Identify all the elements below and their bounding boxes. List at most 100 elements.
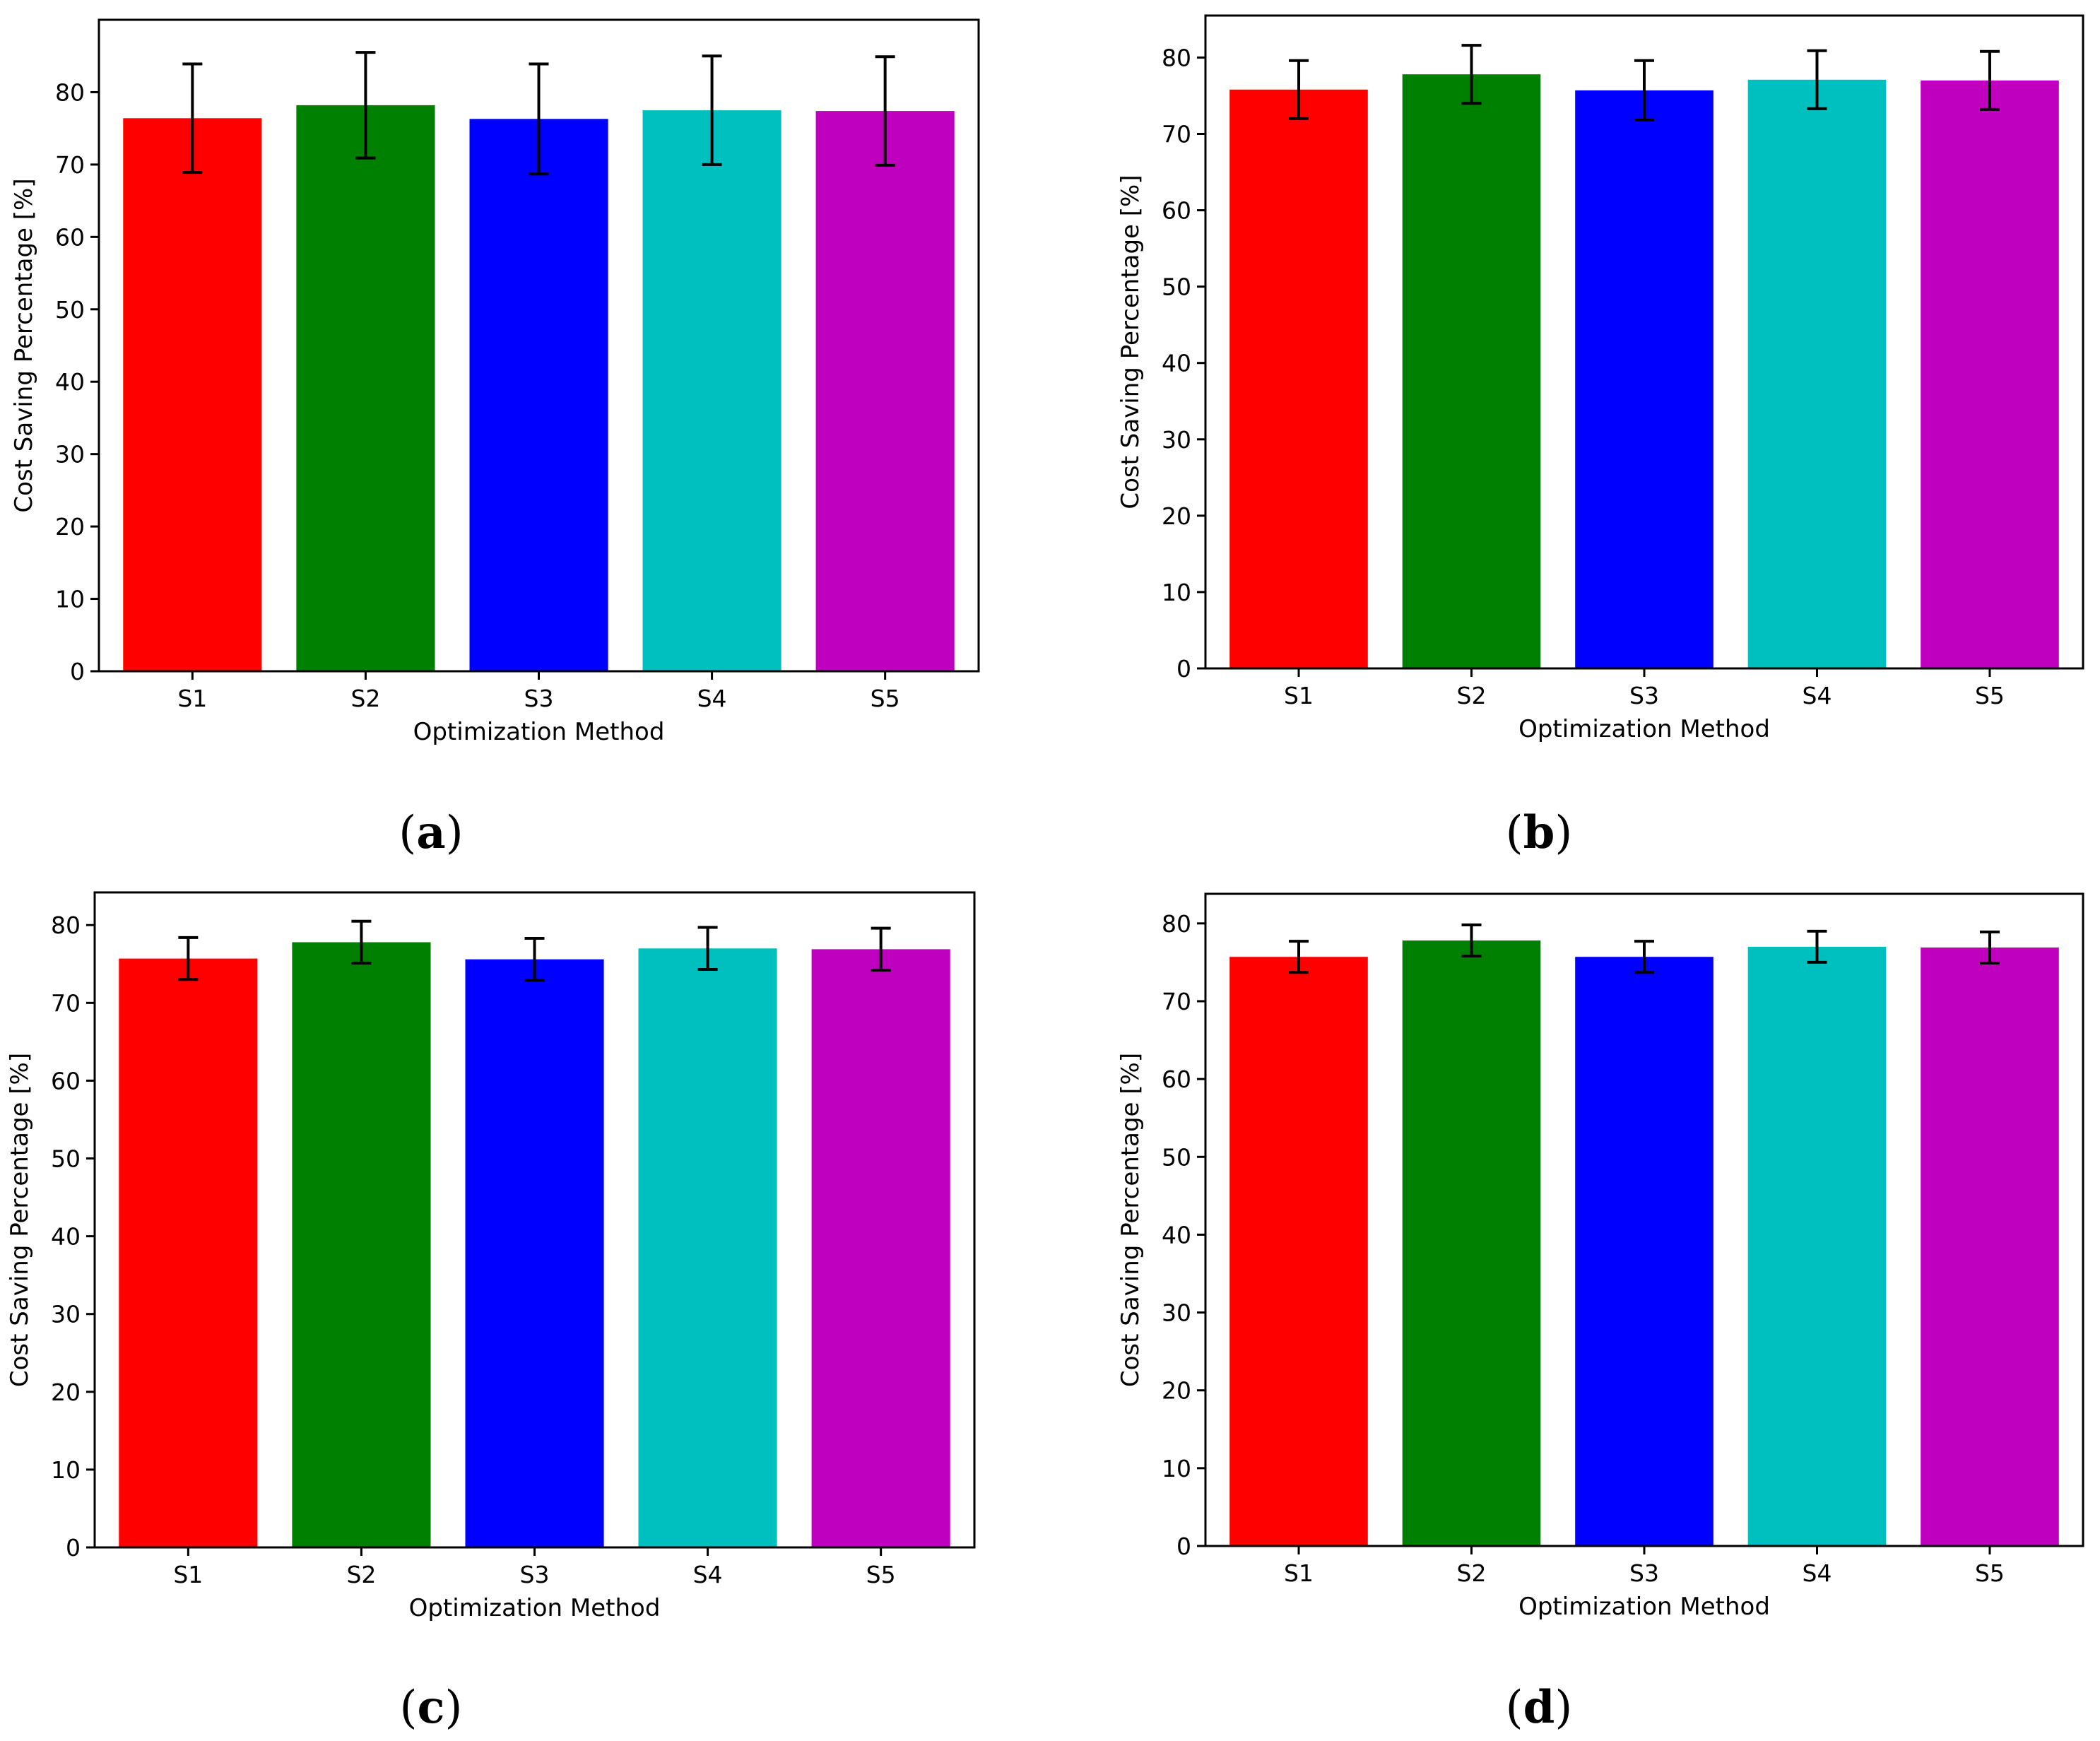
bar-s3 [469, 119, 608, 672]
y-tick-label: 40 [1162, 1221, 1191, 1249]
x-axis-label: Optimization Method [1518, 715, 1770, 743]
y-tick-label: 80 [55, 78, 85, 106]
bar-s1 [119, 958, 258, 1547]
y-tick-label: 40 [51, 1223, 81, 1251]
x-tick-label: S5 [871, 685, 900, 712]
bar-s5 [815, 111, 955, 672]
y-tick-label: 60 [55, 223, 85, 251]
y-tick-label: 80 [51, 911, 81, 939]
y-tick-label: 80 [1162, 44, 1191, 71]
bars [119, 942, 950, 1547]
panel-caption: (b) [1506, 806, 1573, 859]
y-tick-label: 20 [1162, 1377, 1191, 1405]
y-tick-label: 0 [1176, 1533, 1191, 1560]
y-tick-label: 50 [51, 1145, 81, 1173]
panel-d: 0 10 20 30 40 50 60 70 80 S1 S2 S3 S4 S5 Optimizatio… [1116, 892, 2084, 1734]
y-tick-label: 20 [1162, 502, 1191, 530]
y-tick-label: 30 [55, 441, 85, 468]
panel-caption: (d) [1506, 1681, 1573, 1734]
bar-s3 [1575, 90, 1713, 668]
bar-s5 [1921, 80, 2059, 668]
y-axis-label: Cost Saving Percentage [%] [1116, 175, 1145, 509]
bar-s3 [465, 959, 604, 1547]
error-bars [178, 919, 891, 982]
bar-s4 [642, 110, 781, 672]
panel-letter: a [416, 806, 445, 859]
x-tick-label: S3 [524, 685, 554, 712]
x-tick-label: S2 [1457, 682, 1487, 709]
x-tick-label: S3 [1629, 1559, 1659, 1587]
bar-s4 [1747, 79, 1887, 669]
y-tick-label: 0 [70, 658, 85, 685]
panel-letter: d [1523, 1681, 1555, 1734]
panel-caption: (c) [400, 1681, 463, 1734]
x-tick-label: S3 [1629, 682, 1659, 709]
y-tick-label: 10 [55, 586, 85, 613]
y-tick-label: 50 [1162, 1143, 1191, 1171]
x-tick-label: S4 [1803, 682, 1832, 709]
y-tick-label: 0 [1176, 655, 1191, 683]
panel-letter: c [418, 1681, 445, 1734]
x-tick-label: S1 [1284, 1559, 1314, 1587]
y-tick-label: 60 [51, 1067, 81, 1094]
y-tick-label: 30 [1162, 426, 1191, 454]
x-axis-ticks: S1 S2 S3 S4 S5 [1284, 1546, 2005, 1587]
error-bars [1289, 44, 2000, 122]
y-axis-ticks: 0 10 20 30 40 50 60 70 80 [55, 78, 99, 685]
y-tick-label: 10 [51, 1456, 81, 1484]
panel-a: 0 10 20 30 40 50 60 70 80 S1 S2 S3 S4 S5 Optimizatio… [10, 18, 980, 859]
x-tick-label: S1 [173, 1561, 203, 1588]
y-axis-ticks: 0 10 20 30 40 50 60 70 80 [1162, 44, 1205, 683]
x-tick-label: S1 [1284, 682, 1314, 709]
x-tick-label: S4 [1803, 1559, 1832, 1587]
bar-s2 [1402, 940, 1541, 1546]
y-tick-label: 10 [1162, 579, 1191, 606]
error-bars [182, 51, 895, 176]
x-axis-ticks: S1 S2 S3 S4 S5 [173, 1547, 896, 1588]
y-axis-ticks: 0 10 20 30 40 50 60 70 80 [1162, 910, 1205, 1560]
y-axis-label: Cost Saving Percentage [%] [1116, 1053, 1145, 1387]
y-tick-label: 20 [51, 1379, 81, 1406]
bar-s5 [811, 949, 950, 1547]
bar-s4 [1747, 946, 1887, 1546]
x-tick-label: S5 [1975, 682, 2005, 709]
x-tick-label: S2 [350, 685, 380, 712]
y-tick-label: 30 [1162, 1299, 1191, 1327]
y-axis-label: Cost Saving Percentage [%] [6, 1053, 34, 1387]
y-tick-label: 70 [1162, 988, 1191, 1015]
y-tick-label: 40 [1162, 350, 1191, 377]
x-axis-ticks: S1 S2 S3 S4 S5 [1284, 668, 2005, 709]
y-tick-label: 0 [66, 1534, 81, 1562]
panel-b: 0 10 20 30 40 50 60 70 80 S1 S2 S3 S4 S5 Optimizatio… [1116, 14, 2084, 859]
x-tick-label: S2 [1457, 1559, 1487, 1587]
bar-s4 [638, 948, 777, 1547]
x-axis-label: Optimization Method [413, 718, 665, 746]
y-tick-label: 10 [1162, 1455, 1191, 1482]
y-tick-label: 50 [1162, 273, 1191, 301]
bar-s3 [1575, 957, 1713, 1546]
x-axis-label: Optimization Method [1518, 1593, 1770, 1621]
y-tick-label: 30 [51, 1301, 81, 1328]
bar-s1 [1229, 89, 1368, 669]
bars [123, 105, 955, 672]
y-tick-label: 50 [55, 296, 85, 324]
y-axis-label: Cost Saving Percentage [%] [10, 178, 38, 512]
bar-s2 [1402, 74, 1541, 668]
y-tick-label: 60 [1162, 197, 1191, 225]
x-tick-label: S5 [1975, 1559, 2005, 1587]
y-axis-ticks: 0 10 20 30 40 50 60 70 80 [51, 911, 95, 1562]
bar-s1 [1229, 957, 1368, 1546]
bar-s2 [296, 105, 435, 671]
x-tick-label: S5 [866, 1561, 896, 1588]
bar-s2 [292, 942, 431, 1547]
panel-letter: b [1523, 806, 1555, 859]
x-tick-label: S4 [693, 1561, 723, 1588]
error-bars [1289, 923, 2000, 974]
x-axis-label: Optimization Method [409, 1594, 661, 1622]
x-tick-label: S4 [697, 685, 727, 712]
y-tick-label: 80 [1162, 910, 1191, 938]
x-tick-label: S3 [520, 1561, 550, 1588]
panel-caption: (a) [399, 806, 463, 859]
bars [1229, 74, 2059, 669]
